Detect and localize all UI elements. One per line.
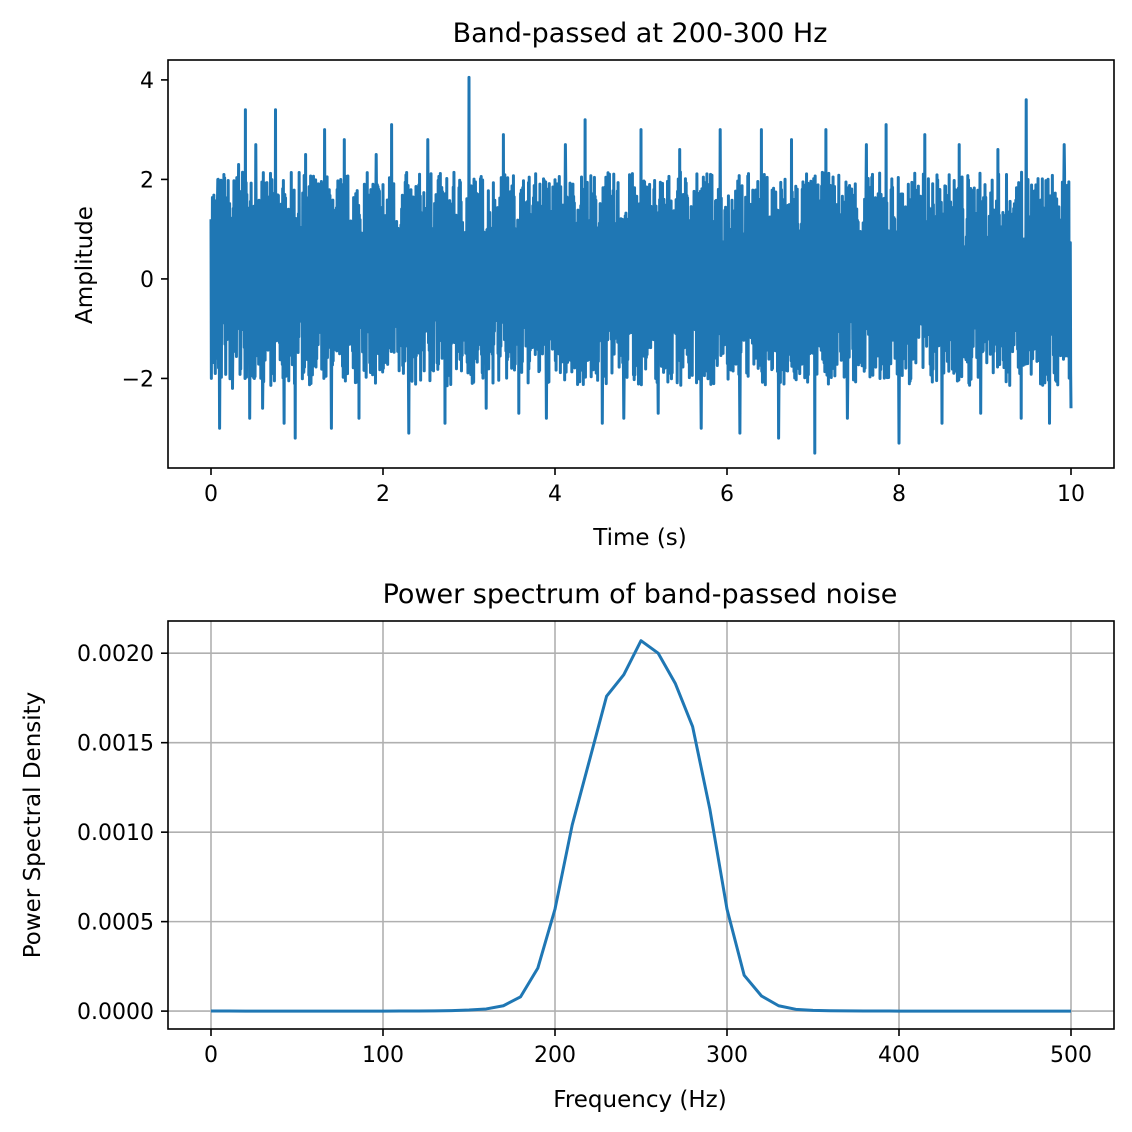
y-tick-label: 0.0010 <box>77 821 154 846</box>
x-tick-label: 8 <box>892 482 906 507</box>
chart-title: Power spectrum of band-passed noise <box>383 579 898 610</box>
y-tick-label: 0 <box>140 268 154 293</box>
y-tick-label: 0.0005 <box>77 911 154 936</box>
x-tick-label: 200 <box>534 1043 576 1068</box>
plot-frame <box>167 59 1115 469</box>
y-tick-label: 0.0020 <box>77 642 154 667</box>
chart-title: Band-passed at 200-300 Hz <box>453 18 828 49</box>
x-tick-label: 0 <box>204 482 218 507</box>
psd-line <box>210 639 1071 1013</box>
y-tick-label: −2 <box>122 367 154 392</box>
x-tick-label: 0 <box>204 1043 218 1068</box>
y-tick-label: 0.0000 <box>77 1000 154 1025</box>
x-axis-label: Time (s) <box>592 525 687 551</box>
psd-series <box>210 639 1071 1013</box>
signal-line <box>209 75 1073 455</box>
amplitude-series <box>209 75 1073 455</box>
grid <box>168 621 1114 1029</box>
y-axis-label: Amplitude <box>72 206 98 324</box>
x-tick-label: 6 <box>720 482 734 507</box>
x-tick-label: 4 <box>548 482 562 507</box>
x-tick-label: 400 <box>878 1043 920 1068</box>
plot-frame <box>167 620 1115 1030</box>
x-tick-label: 2 <box>376 482 390 507</box>
y-tick-label: 0.0015 <box>77 732 154 757</box>
y-tick-label: 4 <box>140 69 154 94</box>
power-spectrum-chart: Power spectrum of band-passed noise 0 100… <box>20 579 1115 1113</box>
time-domain-chart: Band-passed at 200-300 Hz 0 2 4 6 8 10 −2024 … <box>72 18 1115 551</box>
y-axis-label: Power Spectral Density <box>20 692 46 959</box>
x-axis-label: Frequency (Hz) <box>553 1087 726 1113</box>
x-tick-label: 100 <box>362 1043 404 1068</box>
y-tick-label: 2 <box>140 168 154 193</box>
x-tick-label: 300 <box>706 1043 748 1068</box>
x-tick-label: 10 <box>1057 482 1085 507</box>
x-tick-label: 500 <box>1050 1043 1092 1068</box>
